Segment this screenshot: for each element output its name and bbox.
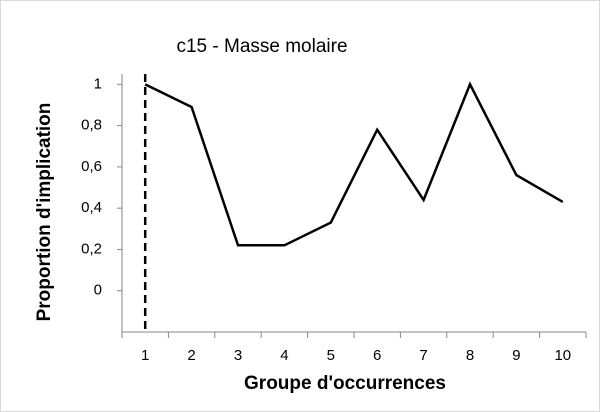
y-tick-label: 0,4: [81, 199, 102, 216]
x-tick-label: 10: [554, 347, 571, 364]
x-tick-label: 9: [512, 347, 520, 364]
x-tick-label: 4: [280, 347, 288, 364]
x-axis-title: Groupe d'occurrences: [244, 373, 446, 394]
x-tick-label: 3: [234, 347, 242, 364]
x-tick-label: 8: [466, 347, 474, 364]
x-tick-label: 7: [419, 347, 427, 364]
chart-title: c15 - Masse molaire: [176, 36, 347, 57]
y-axis-title: Proportion d'implication: [34, 103, 55, 322]
y-tick-label: 1: [94, 75, 102, 92]
y-tick-label: 0: [94, 282, 102, 299]
y-tick-label: 0,6: [81, 158, 102, 175]
data-line: [144, 81, 564, 247]
x-tick-label: 2: [187, 347, 195, 364]
x-tick-label: 6: [373, 347, 381, 364]
x-tick-label: 5: [327, 347, 335, 364]
x-tick-label: 1: [141, 347, 149, 364]
y-tick-label: 0,2: [81, 240, 102, 257]
y-tick-label: 0,8: [81, 117, 102, 134]
